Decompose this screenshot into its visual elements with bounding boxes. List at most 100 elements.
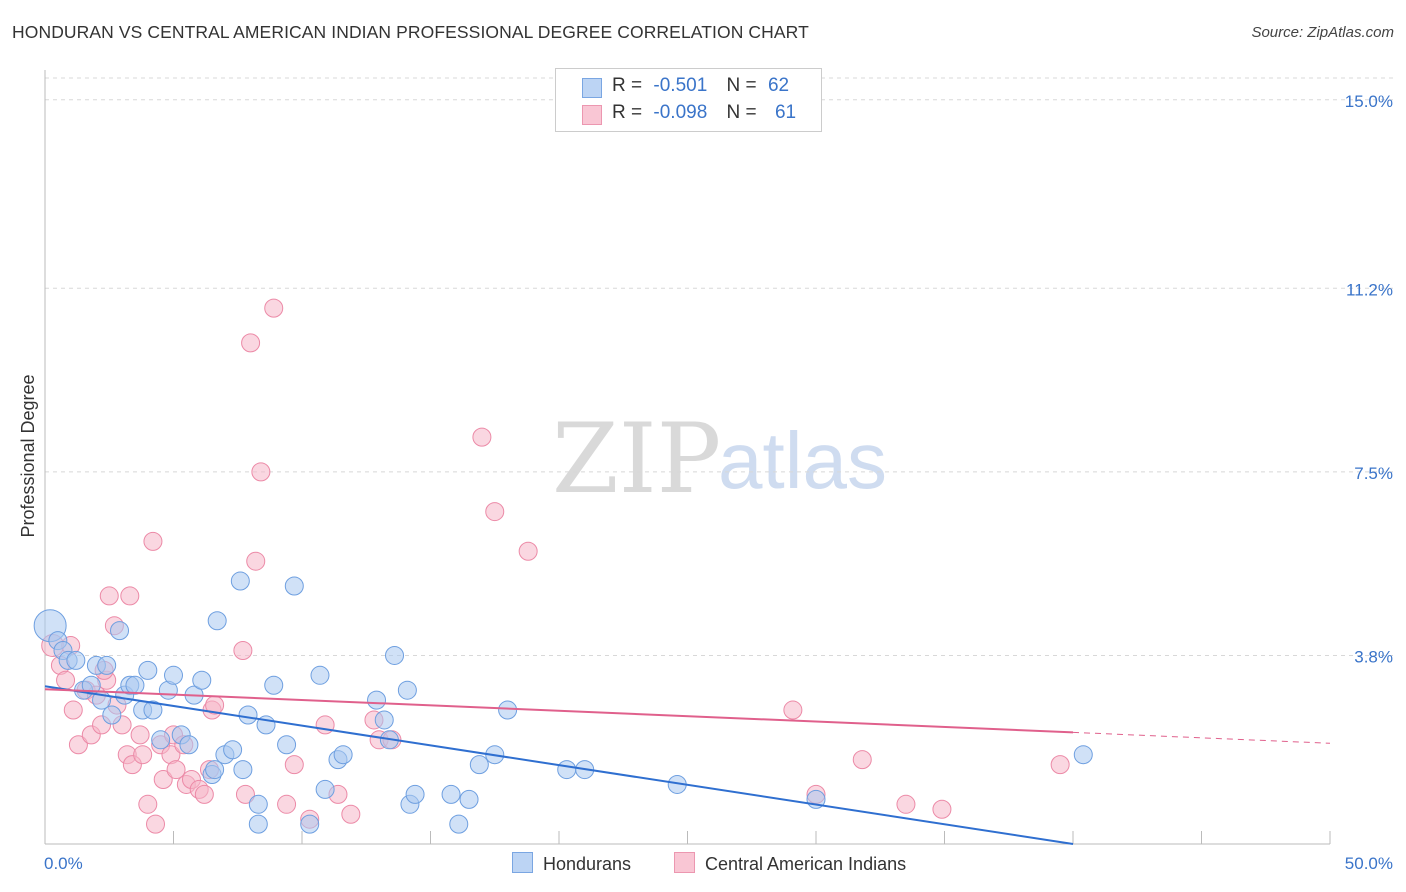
honduran-point	[1073, 745, 1093, 765]
central-american-indian-point	[99, 586, 119, 606]
watermark-zip: ZIP	[552, 403, 721, 515]
central-american-indian-point	[130, 725, 150, 745]
honduran-point	[97, 655, 117, 675]
honduran-point	[459, 789, 479, 809]
source-label: Source: ZipAtlas.com	[1251, 24, 1394, 41]
central-american-indian-point	[241, 333, 261, 353]
y-axis-label: Professional Degree	[18, 374, 38, 537]
central-american-indian-point	[68, 735, 88, 755]
honduran-point	[385, 645, 405, 665]
central-american-indian-point	[233, 641, 253, 660]
y-tick-label: 3.8%	[1354, 647, 1393, 666]
honduran-point	[179, 735, 199, 755]
honduran-point	[66, 650, 86, 670]
honduran-point	[300, 814, 320, 834]
honduran-point	[333, 745, 353, 765]
honduran-point	[143, 700, 163, 720]
honduran-point	[151, 730, 171, 750]
honduran-point	[310, 665, 330, 685]
honduran-point	[205, 760, 225, 780]
honduran-point	[248, 794, 268, 814]
honduran-point	[110, 621, 130, 641]
honduran-point	[230, 571, 250, 591]
central-american-indian-point	[251, 462, 271, 482]
honduran-point	[441, 784, 461, 804]
hondurans-trend-line	[44, 685, 1074, 845]
central-american-indian-point	[63, 700, 83, 720]
central-american-indian-point	[194, 784, 214, 804]
watermark-atlas: atlas	[718, 416, 887, 505]
hondurans-points	[33, 571, 1093, 834]
correlation-legend: R = -0.501 N = 62 R = -0.098 N = 61	[555, 68, 822, 132]
central-american-indian-point	[246, 551, 266, 571]
legend-n-label: N =	[726, 75, 757, 96]
legend-r-label: R =	[612, 75, 643, 96]
legend-r-label: R =	[612, 102, 643, 123]
honduran-point	[315, 779, 335, 799]
honduran-point	[207, 611, 227, 631]
bottom-legend-central-american-indians: Central American Indians	[674, 852, 906, 875]
central-american-indian-point	[932, 799, 952, 819]
bottom-legend-swatch-pink	[674, 852, 695, 873]
central-american-indian-point	[1050, 755, 1070, 775]
legend-n-label: N =	[726, 102, 757, 123]
y-tick-label: 15.0%	[1345, 92, 1393, 111]
honduran-point	[284, 576, 304, 596]
gridlines	[45, 77, 1393, 656]
honduran-point	[277, 735, 297, 755]
bottom-legend-label-central-american-indians: Central American Indians	[705, 854, 907, 874]
honduran-point	[192, 670, 212, 690]
honduran-point	[233, 760, 253, 780]
bottom-legend-hondurans: Hondurans	[512, 852, 631, 875]
legend-swatch-pink	[582, 105, 602, 125]
central-american-indian-point	[235, 784, 255, 804]
honduran-point	[102, 705, 122, 725]
honduran-point	[397, 680, 417, 700]
bottom-legend-label-hondurans: Hondurans	[543, 854, 632, 874]
honduran-point	[223, 740, 243, 760]
central-american-indian-point	[783, 700, 803, 720]
honduran-point	[164, 665, 183, 685]
honduran-point	[125, 675, 145, 695]
central-american-indians-trend-extension	[1072, 731, 1331, 744]
central-american-indian-point	[166, 760, 186, 780]
central-american-indian-point	[138, 794, 158, 814]
honduran-point	[374, 710, 394, 730]
central-american-indian-point	[277, 794, 297, 814]
legend-n-value: 61	[774, 102, 797, 123]
y-tick-label: 7.5%	[1354, 464, 1393, 483]
chart-title: HONDURAN VS CENTRAL AMERICAN INDIAN PROF…	[12, 22, 809, 42]
central-american-indian-point	[153, 770, 173, 789]
central-american-indian-point	[284, 755, 304, 775]
legend-n-value: 62	[767, 75, 790, 96]
central-american-indian-point	[56, 670, 76, 690]
legend-r-value: -0.098	[653, 102, 708, 123]
honduran-point	[449, 814, 469, 834]
honduran-point	[557, 760, 577, 780]
central-american-indian-point	[472, 427, 492, 447]
bottom-legend-swatch-blue	[512, 852, 533, 873]
x-ticks	[44, 831, 1331, 844]
honduran-point	[469, 755, 489, 775]
central-american-indian-point	[896, 794, 916, 814]
x-tick-label-min: 0.0%	[44, 854, 83, 873]
central-american-indian-point	[120, 586, 140, 606]
honduran-point	[238, 705, 258, 725]
central-american-indian-point	[264, 298, 284, 318]
y-tick-labels: 3.8% 7.5% 11.2% 15.0%	[1345, 92, 1393, 667]
central-american-indians-points	[41, 298, 1070, 834]
legend-swatch-blue	[582, 78, 602, 98]
central-american-indian-point	[143, 531, 163, 551]
honduran-point	[138, 660, 158, 680]
honduran-point	[498, 700, 518, 720]
y-tick-label: 11.2%	[1346, 280, 1393, 299]
central-american-indian-point	[315, 715, 335, 735]
central-american-indian-point	[133, 745, 153, 765]
central-american-indian-point	[146, 814, 166, 834]
legend-r-value: -0.501	[653, 75, 708, 96]
trend-lines	[44, 685, 1331, 845]
honduran-point	[405, 784, 425, 804]
x-tick-label-max: 50.0%	[1345, 854, 1393, 873]
central-american-indian-point	[852, 750, 872, 770]
